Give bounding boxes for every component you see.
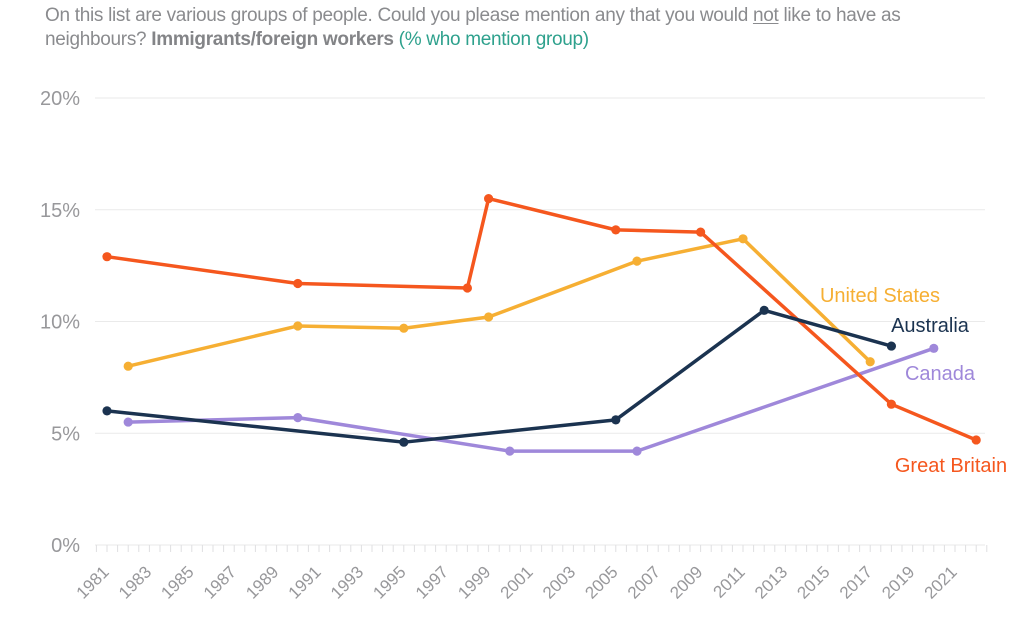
title-text-after: like to have as xyxy=(778,5,901,26)
title-text-neighbours: neighbours? xyxy=(45,29,152,50)
x-axis-label: 1991 xyxy=(285,562,325,602)
point-canada-2020 xyxy=(929,343,939,353)
point-united-states-2017 xyxy=(865,357,875,367)
point-great-britain-2022 xyxy=(971,435,981,445)
point-great-britain-2005 xyxy=(611,225,621,235)
x-axis-label: 2021 xyxy=(921,562,961,602)
y-axis: 0% 5% 10% 15% 20% xyxy=(40,88,985,557)
title-line-1: On this list are various groups of peopl… xyxy=(45,4,965,28)
point-great-britain-1998 xyxy=(462,283,472,293)
y-axis-label: 20% xyxy=(40,88,80,110)
x-axis-label: 1999 xyxy=(454,562,494,602)
x-axis-ticks xyxy=(95,545,988,552)
x-axis-label: 2013 xyxy=(751,562,791,602)
x-axis-labels: 1981 1983 1985 1987 1989 1991 1993 1995 1997 1999… xyxy=(73,562,961,602)
point-canada-1990 xyxy=(293,413,303,423)
point-great-britain-2009 xyxy=(696,227,706,237)
title-line-2: neighbours? Immigrants/foreign workers (… xyxy=(45,28,965,52)
point-united-states-1982 xyxy=(123,361,133,371)
line-great-britain xyxy=(105,196,978,442)
series-label-canada: Canada xyxy=(905,363,976,385)
line-australia xyxy=(105,308,894,444)
x-axis-label: 2009 xyxy=(666,562,706,602)
y-axis-label: 5% xyxy=(51,423,80,445)
x-axis-label: 2015 xyxy=(793,562,833,602)
x-axis-label: 1997 xyxy=(412,562,452,602)
series-label-australia: Australia xyxy=(891,315,970,337)
series-label-great-britain: Great Britain xyxy=(895,455,1007,477)
y-axis-label: 0% xyxy=(51,535,80,557)
point-great-britain-2018 xyxy=(886,399,897,409)
point-united-states-1995 xyxy=(399,323,409,333)
series-label-united-states: United States xyxy=(820,285,940,307)
title-measure-note: (% who mention group) xyxy=(393,29,589,50)
title-text-before: On this list are various groups of peopl… xyxy=(45,5,753,26)
series-united-states: United States xyxy=(123,234,940,371)
point-united-states-1990 xyxy=(293,321,303,331)
series-canada: Canada xyxy=(123,343,976,456)
x-axis-label: 2001 xyxy=(497,562,537,602)
line-united-states xyxy=(126,237,872,368)
line-canada xyxy=(126,346,936,453)
x-axis-label: 1995 xyxy=(369,562,409,602)
chart-question-title: On this list are various groups of peopl… xyxy=(45,4,965,52)
point-united-states-2006 xyxy=(632,256,642,266)
point-united-states-1999 xyxy=(484,312,494,322)
x-axis-label: 2019 xyxy=(878,562,918,602)
point-australia-2005 xyxy=(611,415,621,425)
x-axis-label: 2017 xyxy=(836,562,876,602)
point-australia-2018 xyxy=(886,341,897,351)
x-axis-label: 2005 xyxy=(581,562,621,602)
point-australia-1995 xyxy=(399,437,409,447)
x-axis-label: 1987 xyxy=(200,562,240,602)
point-great-britain-1990 xyxy=(293,278,303,289)
x-axis-label: 1989 xyxy=(242,562,282,602)
x-axis-label: 1993 xyxy=(327,562,367,602)
point-great-britain-1999 xyxy=(484,193,494,204)
title-underlined-word: not xyxy=(752,5,779,26)
series-australia: Australia xyxy=(102,305,970,447)
point-australia-2012 xyxy=(759,305,769,315)
point-canada-1982 xyxy=(123,417,133,427)
x-axis-label: 2003 xyxy=(539,562,579,602)
point-great-britain-1981 xyxy=(102,252,112,262)
x-axis-label: 1981 xyxy=(73,562,113,602)
y-axis-label: 10% xyxy=(40,312,80,334)
point-canada-2006 xyxy=(632,446,642,456)
x-axis-label: 2007 xyxy=(624,562,664,602)
point-australia-1981 xyxy=(102,406,112,416)
series-great-britain: Great Britain xyxy=(102,193,1007,477)
x-axis-label: 2011 xyxy=(710,562,749,601)
y-axis-label: 15% xyxy=(40,200,80,222)
point-canada-2000 xyxy=(505,446,515,456)
point-united-states-2011 xyxy=(738,234,748,244)
title-group-name: Immigrants/foreign workers xyxy=(151,29,394,50)
x-axis-label: 1983 xyxy=(115,562,155,602)
x-axis-label: 1985 xyxy=(157,562,197,602)
